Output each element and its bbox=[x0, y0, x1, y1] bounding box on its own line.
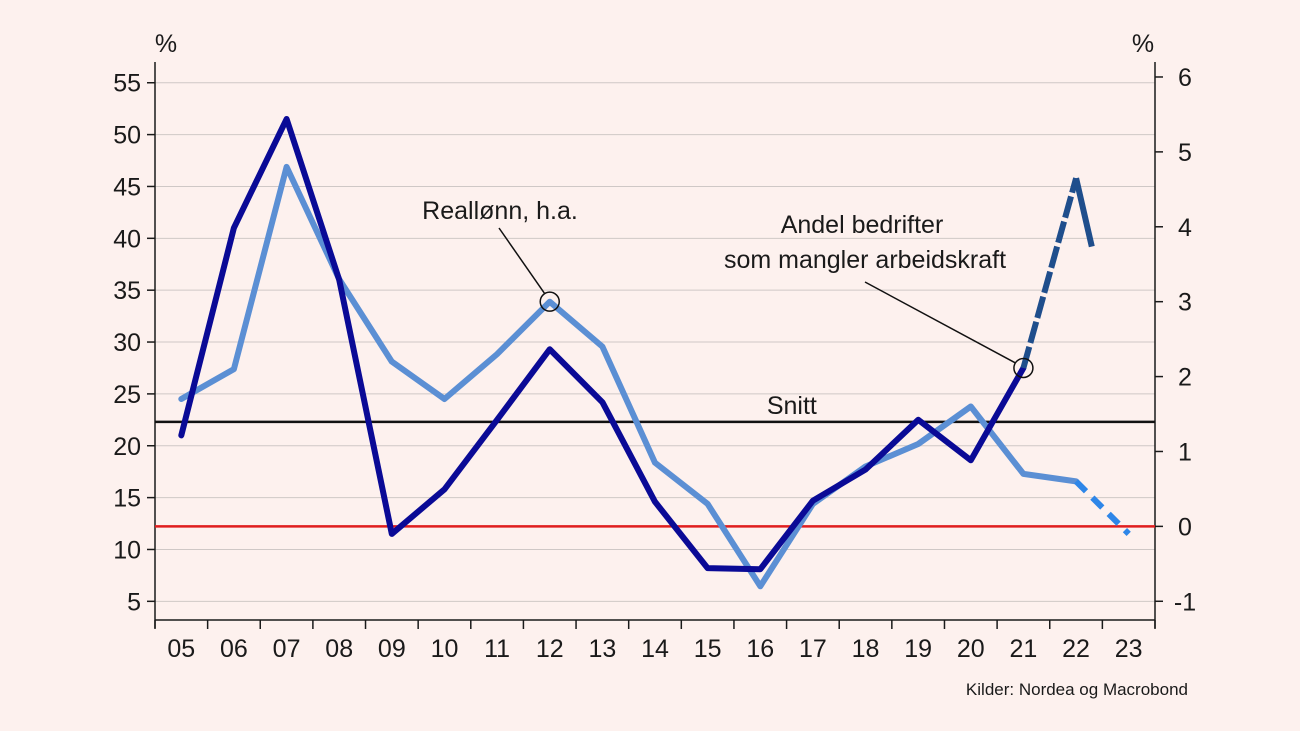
x-axis-tick-label: 20 bbox=[957, 635, 985, 663]
reference-lines: Snitt bbox=[155, 392, 1155, 528]
x-axis-tick-label: 14 bbox=[641, 635, 669, 663]
labor-shortage-label-line2: som mangler arbeidskraft bbox=[724, 246, 1006, 274]
right-axis-tick-label: 6 bbox=[1178, 64, 1192, 92]
left-axis-tick-label: 25 bbox=[113, 381, 141, 409]
labor-shortage-latest-segment bbox=[1073, 177, 1095, 248]
real-wage-forecast-line bbox=[1073, 479, 1131, 537]
x-axis-tick-label: 19 bbox=[904, 635, 932, 663]
left-axis-tick-label: 50 bbox=[113, 122, 141, 150]
labor-shortage-label-line1: Andel bedrifter bbox=[781, 211, 944, 239]
labor-shortage-leader-line bbox=[864, 281, 1016, 364]
x-axis-tick-label: 05 bbox=[167, 635, 195, 663]
left-axis-tick-label: 30 bbox=[113, 329, 141, 357]
right-axis-tick-label: 1 bbox=[1178, 438, 1192, 466]
x-axis-tick-label: 12 bbox=[536, 635, 564, 663]
x-axis-tick-label: 17 bbox=[799, 635, 827, 663]
left-axis-tick-label: 5 bbox=[127, 588, 141, 616]
x-axis-tick-label: 07 bbox=[273, 635, 301, 663]
x-axis-tick-label: 06 bbox=[220, 635, 248, 663]
labor-shortage-forecast-line bbox=[1020, 177, 1079, 369]
real-wage-label: Reallønn, h.a. bbox=[422, 197, 578, 225]
right-axis-tick-label: 2 bbox=[1178, 364, 1192, 392]
left-axis-tick-label: 35 bbox=[113, 277, 141, 305]
gridlines bbox=[155, 82, 1155, 602]
right-axis-tick-label: -1 bbox=[1174, 588, 1196, 616]
labor-shortage-line bbox=[178, 116, 1027, 573]
average-line-label: Snitt bbox=[767, 392, 817, 420]
left-axis-tick-label: 55 bbox=[113, 70, 141, 98]
left-axis-tick-label: 45 bbox=[113, 173, 141, 201]
right-axis-tick-label: 0 bbox=[1178, 513, 1192, 541]
x-axis-tick-label: 09 bbox=[378, 635, 406, 663]
x-axis-tick-label: 13 bbox=[588, 635, 616, 663]
left-axis-tick-label: 40 bbox=[113, 225, 141, 253]
labor-shortage-marker bbox=[1013, 357, 1034, 379]
x-axis-tick-label: 08 bbox=[325, 635, 353, 663]
real-wage-marker bbox=[539, 291, 560, 312]
x-axis-tick-label: 10 bbox=[431, 635, 459, 663]
left-axis-tick-label: 10 bbox=[113, 536, 141, 564]
x-axis-tick-label: 16 bbox=[746, 635, 774, 663]
series-lines bbox=[178, 116, 1131, 590]
annotations: Reallønn, h.a. Andel bedrifter som mangler… bbox=[422, 197, 1034, 379]
x-axis-tick-label: 22 bbox=[1062, 635, 1090, 663]
left-axis-tick-label: 20 bbox=[113, 433, 141, 461]
right-axis-unit: % bbox=[1132, 30, 1154, 58]
x-axis-tick-label: 23 bbox=[1115, 635, 1143, 663]
x-axis-tick-label: 21 bbox=[1010, 635, 1038, 663]
source-note: Kilder: Nordea og Macrobond bbox=[966, 680, 1188, 699]
left-axis-tick-label: 15 bbox=[113, 485, 141, 513]
x-axis-tick-label: 15 bbox=[694, 635, 722, 663]
x-axis-tick-label: 11 bbox=[484, 635, 510, 663]
left-axis-unit: % bbox=[155, 30, 177, 58]
real-wage-leader-line bbox=[498, 227, 546, 295]
right-axis-tick-label: 5 bbox=[1178, 139, 1192, 167]
x-axis-tick-label: 18 bbox=[852, 635, 880, 663]
right-axis-tick-label: 4 bbox=[1178, 214, 1192, 242]
right-axis-tick-label: 3 bbox=[1178, 289, 1192, 317]
